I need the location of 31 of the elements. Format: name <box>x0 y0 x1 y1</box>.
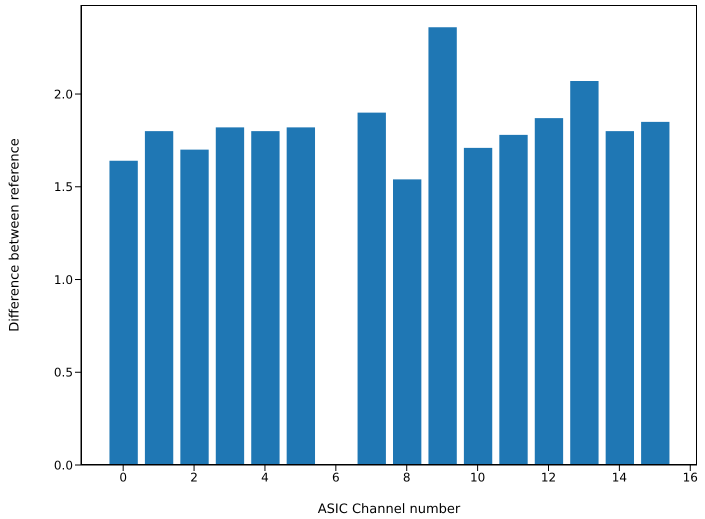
y-tick-label: 0.5 <box>54 366 73 380</box>
bar <box>251 131 280 465</box>
bar <box>534 118 564 465</box>
bar <box>606 131 634 465</box>
bar <box>570 81 599 465</box>
y-tick-label: 1.0 <box>54 272 73 287</box>
bar <box>499 134 528 465</box>
x-tick-label: 14 <box>612 470 628 485</box>
bar <box>286 127 316 465</box>
bar <box>180 150 209 465</box>
x-tick-label: 2 <box>190 470 198 485</box>
x-tick-label: 4 <box>261 470 269 485</box>
x-tick-label: 16 <box>682 470 698 485</box>
bar <box>144 131 174 465</box>
bar <box>393 179 422 465</box>
x-tick-label: 6 <box>332 470 340 485</box>
x-tick-label: 8 <box>402 470 411 485</box>
bar <box>464 148 492 465</box>
y-tick-label: 0.0 <box>54 458 73 472</box>
y-axis-title: Difference between reference <box>8 138 23 332</box>
y-tick-label: 1.5 <box>54 180 73 194</box>
bar <box>641 122 670 465</box>
x-tick-label: 10 <box>470 470 486 485</box>
x-tick-label: 0 <box>119 470 127 485</box>
x-tick-label: 12 <box>540 470 556 485</box>
x-axis-title: ASIC Channel number <box>318 502 461 517</box>
bar <box>358 112 386 465</box>
bar <box>109 160 138 465</box>
bar <box>428 27 457 465</box>
y-tick-label: 2.0 <box>54 87 73 102</box>
bar <box>216 127 244 465</box>
